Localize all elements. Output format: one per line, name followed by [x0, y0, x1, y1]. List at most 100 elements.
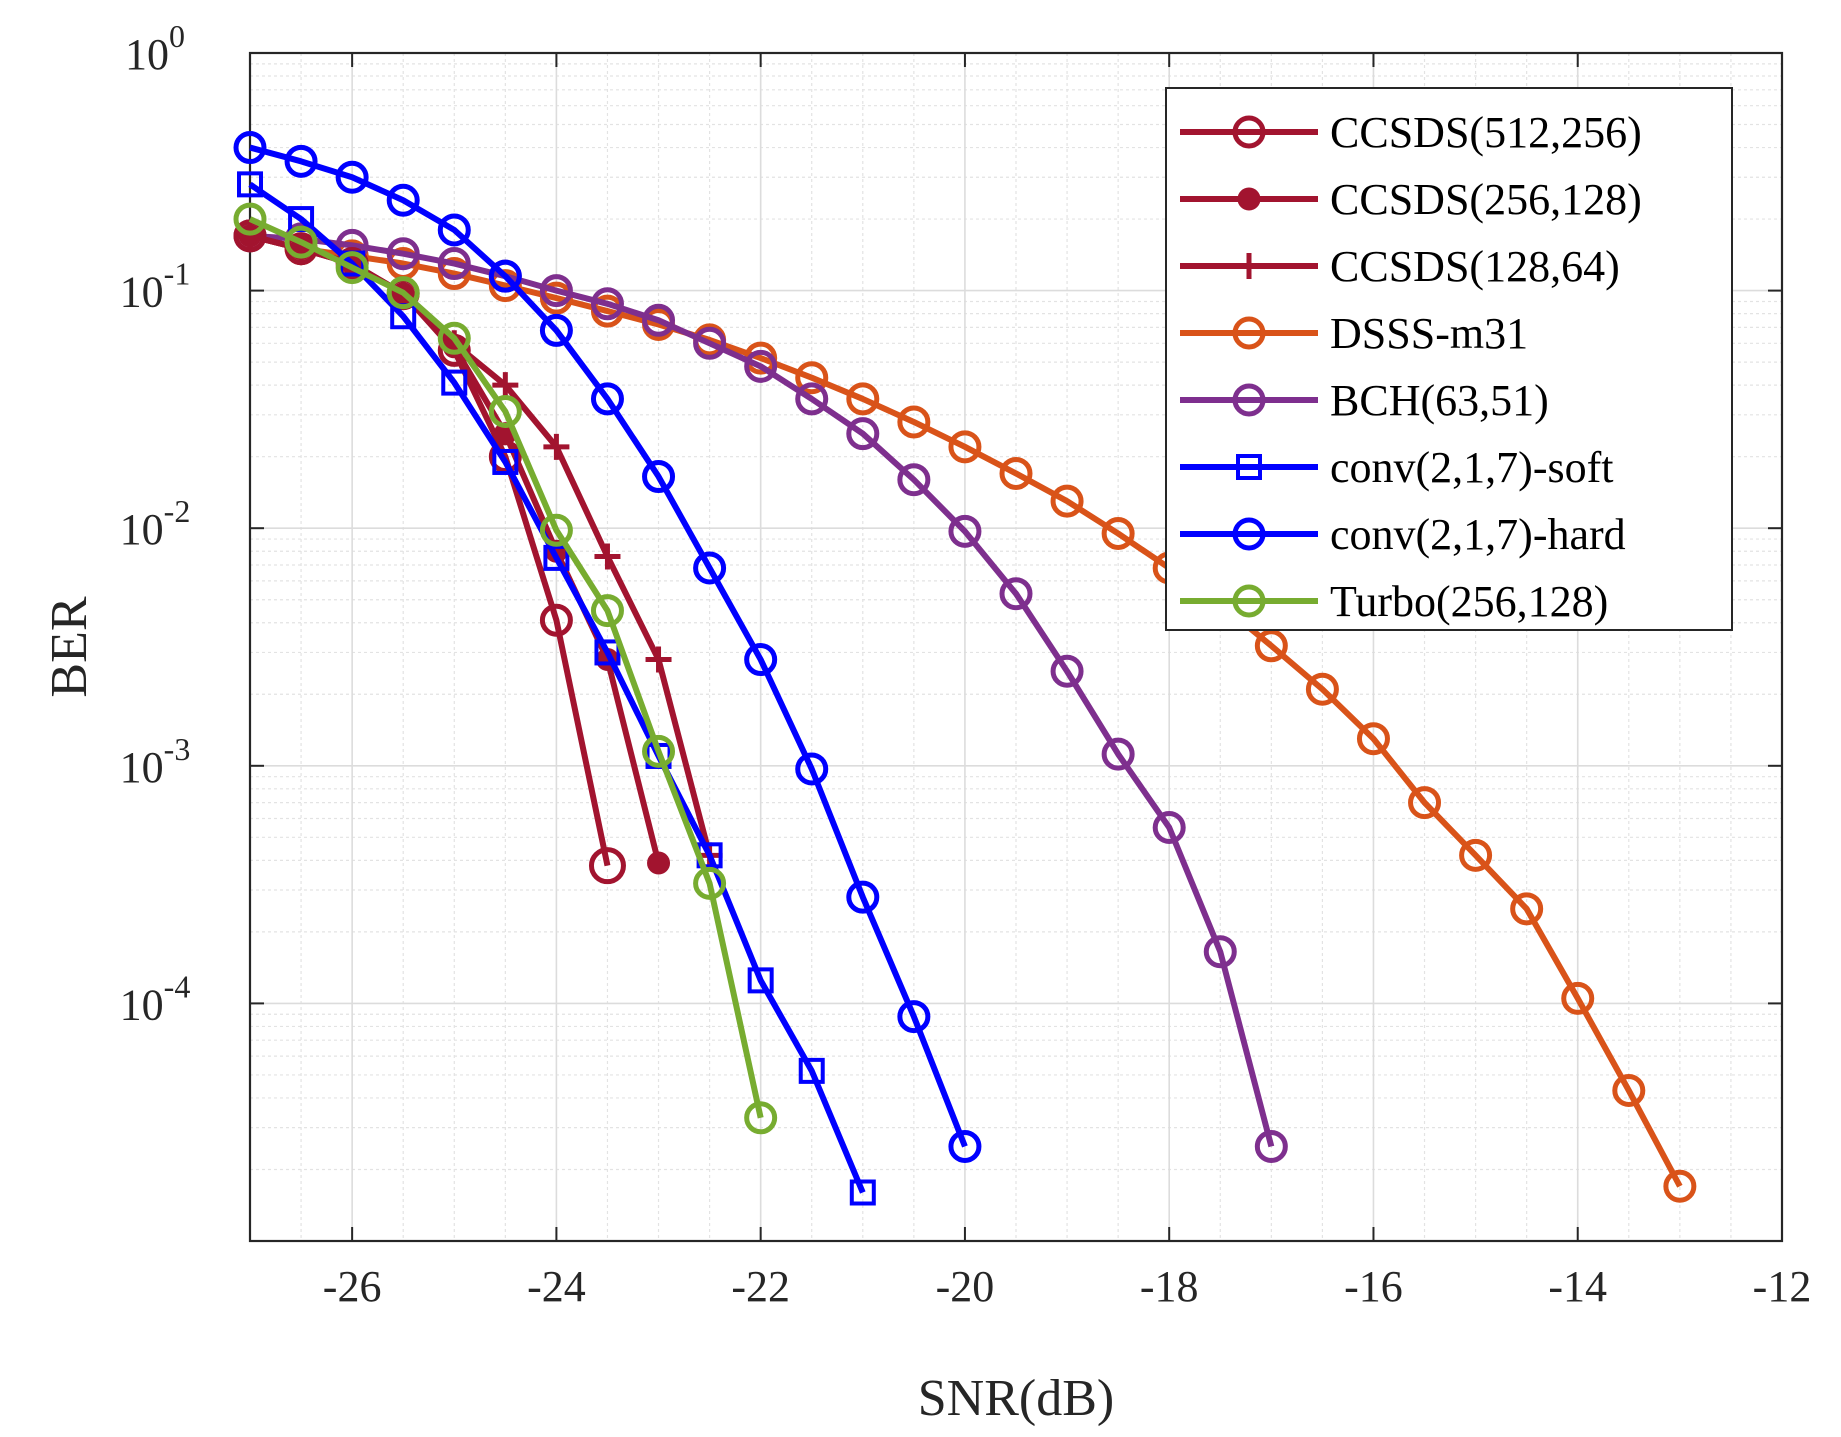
data-point [590, 594, 624, 628]
y-tick-exponent: -1 [164, 256, 191, 292]
data-point [1101, 516, 1135, 550]
data-point [846, 880, 880, 914]
data-point [1305, 672, 1339, 706]
x-tick-label: -24 [527, 1262, 586, 1311]
data-point [1232, 517, 1266, 551]
y-tick-base: 10 [120, 980, 164, 1029]
data-point [594, 543, 621, 570]
series-DSSS-m31 [233, 219, 1697, 1203]
y-tick-exponent: -2 [164, 493, 191, 529]
data-point [590, 287, 624, 321]
legend-entry: Turbo(256,128) [1180, 577, 1608, 626]
minor-grid [249, 53, 1782, 1241]
data-point [1236, 454, 1262, 480]
data-point [1237, 187, 1261, 211]
legend-label: CCSDS(128,64) [1330, 242, 1620, 291]
legend-label: CCSDS(512,256) [1330, 108, 1642, 157]
legend-label: conv(2,1,7)-hard [1330, 510, 1626, 559]
data-point [795, 361, 829, 395]
data-point [386, 276, 420, 310]
y-tick-label: 10-1 [120, 256, 191, 317]
data-point [539, 513, 573, 547]
data-point [1510, 892, 1544, 926]
legend-entry: CCSDS(256,128) [1180, 175, 1642, 224]
legend-entry: DSSS-m31 [1180, 309, 1528, 358]
data-point [849, 1179, 876, 1206]
data-point [441, 369, 468, 396]
data-point [437, 247, 471, 281]
legend-entry: conv(2,1,7)-hard [1180, 510, 1626, 559]
data-point [693, 326, 727, 360]
data-point [588, 847, 626, 885]
data-point [1663, 1169, 1697, 1203]
legend-label: conv(2,1,7)-soft [1330, 443, 1614, 492]
data-point [897, 1000, 931, 1034]
data-point [335, 160, 369, 194]
data-point [594, 639, 621, 666]
data-point [437, 213, 471, 247]
data-point [647, 851, 671, 875]
data-point [543, 433, 570, 460]
data-point [1050, 654, 1084, 688]
data-point [386, 183, 420, 217]
data-point [1232, 316, 1266, 350]
legend-label: CCSDS(256,128) [1330, 175, 1642, 224]
x-tick-label: -18 [1140, 1262, 1199, 1311]
y-tick-exponent: -4 [164, 968, 191, 1004]
data-point [744, 643, 778, 677]
data-point [386, 237, 420, 271]
legend-entry: conv(2,1,7)-soft [1180, 443, 1614, 492]
data-point [642, 460, 676, 494]
data-point [1561, 981, 1595, 1015]
series-conv(2,1,7)-hard [233, 131, 982, 1163]
data-point [492, 372, 519, 399]
data-point [539, 313, 573, 347]
data-point [744, 349, 778, 383]
legend-entry: CCSDS(128,64) [1180, 242, 1620, 291]
legend-entry: CCSDS(512,256) [1180, 108, 1642, 157]
data-point [744, 1101, 778, 1135]
data-point [237, 171, 263, 198]
data-point [1232, 584, 1266, 618]
data-point [798, 1057, 825, 1084]
x-tick-label: -14 [1548, 1262, 1607, 1311]
data-point [747, 967, 774, 994]
data-point [948, 1129, 982, 1163]
data-point [999, 577, 1033, 611]
series-line [249, 232, 1275, 1148]
data-point [1101, 737, 1135, 771]
legend-entry: BCH(63,51) [1180, 376, 1549, 425]
series-line [249, 232, 713, 857]
data-point [437, 257, 471, 291]
data-point [488, 394, 522, 428]
data-point [1236, 253, 1262, 279]
data-point [999, 456, 1033, 490]
series-line [248, 216, 764, 1119]
y-tick-label: 10-4 [120, 968, 191, 1029]
data-point [539, 274, 573, 308]
series-line [249, 144, 968, 1148]
data-point [233, 202, 267, 236]
data-point [1232, 383, 1266, 417]
data-point [795, 382, 829, 416]
data-point [1254, 1129, 1288, 1163]
data-point [233, 131, 267, 165]
x-tick-label: -22 [731, 1262, 790, 1311]
data-point [539, 603, 573, 637]
y-tick-base: 10 [120, 505, 164, 554]
data-point [642, 303, 676, 337]
y-tick-base: 10 [120, 743, 164, 792]
data-point [284, 144, 318, 178]
y-tick-base: 10 [120, 268, 164, 317]
series-Turbo(256,128) [233, 202, 778, 1135]
x-tick-label: -26 [323, 1262, 382, 1311]
data-point [1356, 722, 1390, 756]
data-point [1050, 484, 1084, 518]
data-point [488, 269, 522, 303]
data-point [284, 225, 318, 259]
series-layer [233, 131, 1697, 1206]
data-point [897, 405, 931, 439]
y-tick-base: 10 [125, 30, 169, 79]
